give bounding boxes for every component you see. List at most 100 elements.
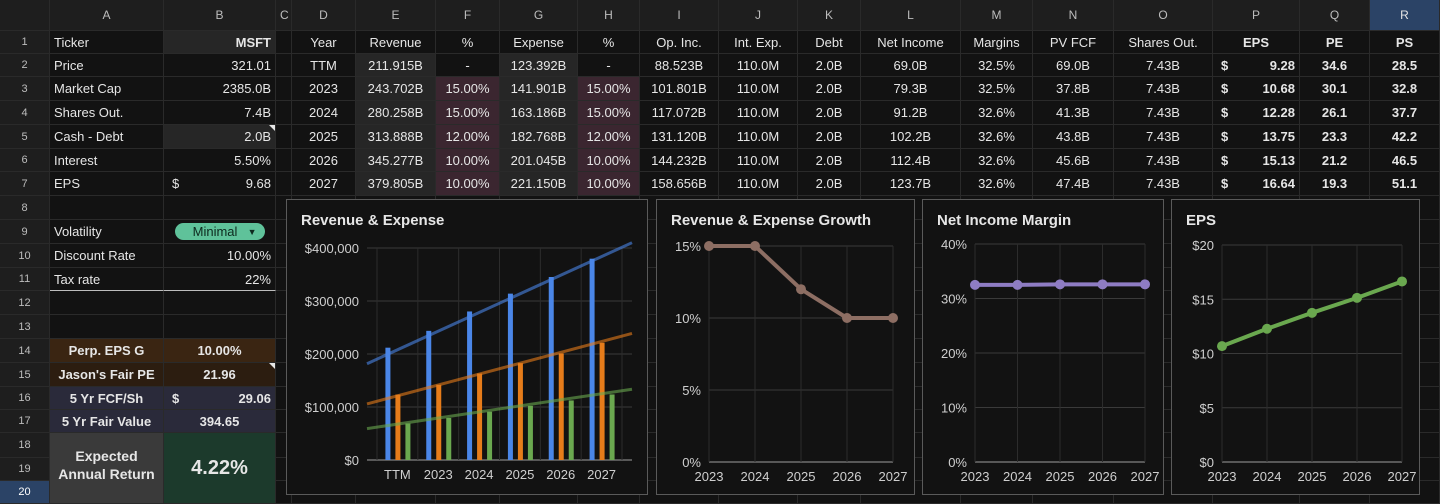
table-cell[interactable]: 32.6% — [961, 101, 1033, 125]
fcf-per-share-value[interactable]: 29.06 $ — [164, 387, 276, 410]
table-cell[interactable]: 32.6% — [961, 125, 1033, 149]
column-header-j[interactable]: J — [719, 0, 798, 31]
table-cell[interactable]: 211.915B — [356, 54, 436, 77]
table-cell[interactable]: 110.0M — [719, 149, 798, 172]
table-header-int-exp[interactable]: Int. Exp. — [719, 31, 798, 54]
column-header-c[interactable]: C — [276, 0, 292, 31]
table-cell[interactable]: 43.8B — [1033, 125, 1114, 149]
table-header-expense[interactable]: Expense — [500, 31, 578, 54]
cash-debt-label[interactable]: Cash - Debt — [50, 125, 164, 149]
table-cell[interactable]: 7.43B — [1114, 125, 1213, 149]
table-cell[interactable]: 10.00% — [578, 172, 640, 196]
table-cell-eps[interactable]: 9.28 $ — [1213, 54, 1300, 77]
cell[interactable] — [276, 31, 292, 54]
table-header-pv-fcf[interactable]: PV FCF — [1033, 31, 1114, 54]
perp-eps-growth-label[interactable]: Perp. EPS G — [50, 339, 164, 363]
row-header-18[interactable]: 18 — [0, 433, 50, 458]
table-cell-eps[interactable]: 16.64 $ — [1213, 172, 1300, 196]
table-cell[interactable]: 110.0M — [719, 125, 798, 149]
column-header-f[interactable]: F — [436, 0, 500, 31]
table-cell[interactable]: 313.888B — [356, 125, 436, 149]
table-cell-eps[interactable]: 13.75 $ — [1213, 125, 1300, 149]
row-header-15[interactable]: 15 — [0, 363, 50, 387]
table-cell[interactable]: 379.805B — [356, 172, 436, 196]
table-cell[interactable]: 37.8B — [1033, 77, 1114, 101]
table-cell[interactable]: 221.150B — [500, 172, 578, 196]
column-header-k[interactable]: K — [798, 0, 861, 31]
fcf-per-share-label[interactable]: 5 Yr FCF/Sh — [50, 387, 164, 410]
table-header-year[interactable]: Year — [292, 31, 356, 54]
column-header-a[interactable]: A — [50, 0, 164, 31]
column-header-e[interactable]: E — [356, 0, 436, 31]
table-cell[interactable]: 123.7B — [861, 172, 961, 196]
table-cell[interactable]: 345.277B — [356, 149, 436, 172]
eps-label[interactable]: EPS — [50, 172, 164, 196]
table-header-revenue[interactable]: Revenue — [356, 31, 436, 54]
column-header-h[interactable]: H — [578, 0, 640, 31]
table-cell[interactable]: 88.523B — [640, 54, 719, 77]
column-header-n[interactable]: N — [1033, 0, 1114, 31]
fair-value-value[interactable]: 394.65 — [164, 410, 276, 433]
expected-return-label[interactable]: Expected Annual Return — [50, 433, 164, 504]
cell[interactable] — [50, 291, 164, 315]
table-cell[interactable]: 32.5% — [961, 54, 1033, 77]
table-cell-ps[interactable]: 28.5 — [1370, 54, 1440, 77]
volatility-chip[interactable]: Minimal ▼ — [174, 223, 265, 240]
table-cell[interactable]: 112.4B — [861, 149, 961, 172]
table-cell[interactable]: TTM — [292, 54, 356, 77]
market-cap-label[interactable]: Market Cap — [50, 77, 164, 101]
cell[interactable] — [164, 315, 276, 339]
table-cell[interactable]: 7.43B — [1114, 149, 1213, 172]
interest-value[interactable]: 5.50% — [164, 149, 276, 172]
eps-value[interactable]: 9.68 $ — [164, 172, 276, 196]
table-cell[interactable]: 69.0B — [861, 54, 961, 77]
column-header-q[interactable]: Q — [1300, 0, 1370, 31]
note-indicator[interactable] — [269, 363, 275, 369]
fair-pe-value[interactable]: 21.96 — [164, 363, 276, 387]
row-header-13[interactable]: 13 — [0, 315, 50, 339]
table-cell[interactable]: 2.0B — [798, 172, 861, 196]
table-cell[interactable]: 2.0B — [798, 54, 861, 77]
table-cell[interactable]: - — [578, 54, 640, 77]
shares-value[interactable]: 7.4B — [164, 101, 276, 125]
row-header-19[interactable]: 19 — [0, 458, 50, 481]
discount-rate-value[interactable]: 10.00% — [164, 244, 276, 268]
table-cell[interactable]: 2023 — [292, 77, 356, 101]
table-cell-eps[interactable]: 12.28 $ — [1213, 101, 1300, 125]
table-cell[interactable]: 12.00% — [436, 125, 500, 149]
table-cell[interactable]: 7.43B — [1114, 172, 1213, 196]
table-cell[interactable]: 2025 — [292, 125, 356, 149]
interest-label[interactable]: Interest — [50, 149, 164, 172]
row-header-11[interactable]: 11 — [0, 268, 50, 291]
row-header-3[interactable]: 3 — [0, 77, 50, 101]
table-cell-pe[interactable]: 23.3 — [1300, 125, 1370, 149]
table-cell[interactable]: 102.2B — [861, 125, 961, 149]
volatility-dropdown[interactable]: Minimal ▼ — [164, 220, 276, 244]
table-cell-pe[interactable]: 21.2 — [1300, 149, 1370, 172]
row-header-5[interactable]: 5 — [0, 125, 50, 149]
eps-chart[interactable]: EPS $0 $5 $10 $15 $20 2023 2024 2025 2026 2027 — [1171, 199, 1420, 495]
table-header-op-inc[interactable]: Op. Inc. — [640, 31, 719, 54]
table-cell-ps[interactable]: 32.8 — [1370, 77, 1440, 101]
table-cell[interactable]: 280.258B — [356, 101, 436, 125]
table-cell[interactable]: 110.0M — [719, 54, 798, 77]
table-cell-ps[interactable]: 42.2 — [1370, 125, 1440, 149]
tax-rate-value[interactable]: 22% — [164, 268, 276, 291]
row-header-12[interactable]: 12 — [0, 291, 50, 315]
ticker-label[interactable]: Ticker — [50, 31, 164, 54]
table-cell[interactable]: 7.43B — [1114, 77, 1213, 101]
table-cell-pe[interactable]: 26.1 — [1300, 101, 1370, 125]
chevron-down-icon[interactable]: ▼ — [247, 227, 257, 237]
row-header-1[interactable]: 1 — [0, 31, 50, 54]
table-header-debt[interactable]: Debt — [798, 31, 861, 54]
tax-rate-label[interactable]: Tax rate — [50, 268, 164, 291]
table-cell-ps[interactable]: 51.1 — [1370, 172, 1440, 196]
table-header-net-income[interactable]: Net Income — [861, 31, 961, 54]
table-cell[interactable]: 243.702B — [356, 77, 436, 101]
growth-chart[interactable]: Revenue & Expense Growth 0% 5% 10% 15% 2023 20… — [656, 199, 915, 495]
row-header-8[interactable]: 8 — [0, 196, 50, 220]
table-cell[interactable]: - — [436, 54, 500, 77]
ticker-value[interactable]: MSFT — [164, 31, 276, 54]
table-cell[interactable]: 10.00% — [436, 172, 500, 196]
